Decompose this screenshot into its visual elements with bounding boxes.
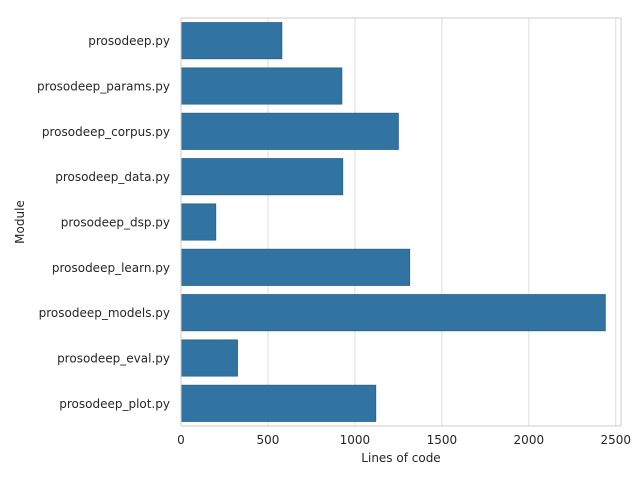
y-tick-label: prosodeep_models.py <box>39 306 170 320</box>
bar-prosodeep-corpus <box>180 112 399 150</box>
bar-prosodeep-dsp <box>180 203 217 241</box>
x-tick-label: 1000 <box>340 433 371 447</box>
bar-prosodeep-learn <box>180 248 411 286</box>
x-tick-label: 500 <box>257 433 280 447</box>
y-tick-label: prosodeep_eval.py <box>57 352 170 366</box>
bar-prosodeep-params <box>180 67 343 105</box>
bar-prosodeep-models <box>180 294 606 332</box>
x-tick-label: 1500 <box>427 433 458 447</box>
x-tick-label: 2000 <box>514 433 545 447</box>
y-tick-label: prosodeep_learn.py <box>52 261 170 275</box>
y-tick-label: prosodeep_dsp.py <box>61 216 170 230</box>
y-tick-label: prosodeep.py <box>88 34 170 48</box>
y-tick-labels: prosodeep.py prosodeep_params.py prosodeep… <box>37 34 170 411</box>
bar-prosodeep-plot <box>180 384 377 422</box>
x-axis-title: Lines of code <box>361 451 440 465</box>
bar-prosodeep-eval <box>180 339 238 377</box>
x-tick-label: 0 <box>177 433 185 447</box>
bars <box>180 22 606 422</box>
y-axis-title: Module <box>13 200 27 244</box>
bar-prosodeep-data <box>180 158 344 196</box>
x-tick-label: 2500 <box>601 433 632 447</box>
y-tick-label: prosodeep_corpus.py <box>42 125 170 139</box>
bar-prosodeep <box>180 22 283 60</box>
y-tick-label: prosodeep_plot.py <box>59 397 170 411</box>
y-tick-label: prosodeep_data.py <box>55 170 170 184</box>
y-tick-label: prosodeep_params.py <box>37 80 170 94</box>
axes-frame <box>180 17 622 427</box>
x-tick-labels: 0 500 1000 1500 2000 2500 <box>177 433 631 447</box>
